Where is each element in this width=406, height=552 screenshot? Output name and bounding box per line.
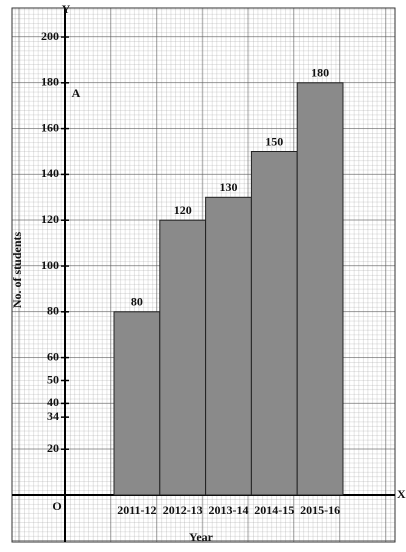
value-label: 180 [311,66,329,80]
y-tick-label: 140 [41,166,59,180]
origin-label: O [52,499,61,513]
value-label: 120 [174,203,192,217]
y-tick-label: 60 [47,349,59,363]
y-axis-label: No. of students [10,232,24,309]
value-label: 130 [220,180,238,194]
y-tick-label: 80 [47,304,59,318]
y-tick-label: 120 [41,212,59,226]
x-tick-label: 2014-15 [254,503,294,517]
bar [250,151,298,496]
x-tick-label: 2013-14 [209,503,249,517]
value-label: 80 [131,295,143,309]
x-tick-label: 2011-12 [117,503,156,517]
x-axis-label: Year [189,530,214,544]
y-tick-label: 50 [47,372,59,386]
bar [205,196,252,496]
y-tick-label: 160 [41,120,59,134]
y-tick-label: 200 [41,29,59,43]
x-axis-name: X [397,487,406,501]
y-tick-label: 40 [47,395,59,409]
y-tick-label: 180 [41,75,59,89]
bar [159,219,207,496]
x-tick-label: 2012-13 [163,503,203,517]
bar [296,82,344,496]
x-tick-label: 2015-16 [300,503,340,517]
bar [113,311,161,496]
y-tick-label: 100 [41,258,59,272]
y-axis-name: Y [62,2,71,16]
y-tick-label: 34 [47,409,59,423]
annotation: A [72,86,81,100]
y-tick-label: 20 [47,441,59,455]
value-label: 150 [265,134,283,148]
